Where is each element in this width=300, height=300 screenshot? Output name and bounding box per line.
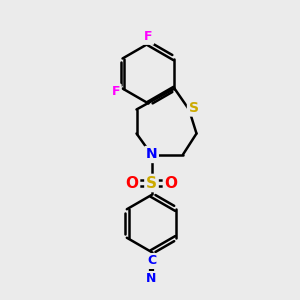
Text: S: S <box>146 176 157 190</box>
Text: F: F <box>144 30 153 44</box>
Text: N: N <box>146 148 157 161</box>
Text: F: F <box>112 85 120 98</box>
Text: C: C <box>147 254 156 268</box>
Text: N: N <box>146 272 157 286</box>
Text: O: O <box>125 176 139 190</box>
Text: O: O <box>164 176 178 190</box>
Text: S: S <box>188 101 199 115</box>
